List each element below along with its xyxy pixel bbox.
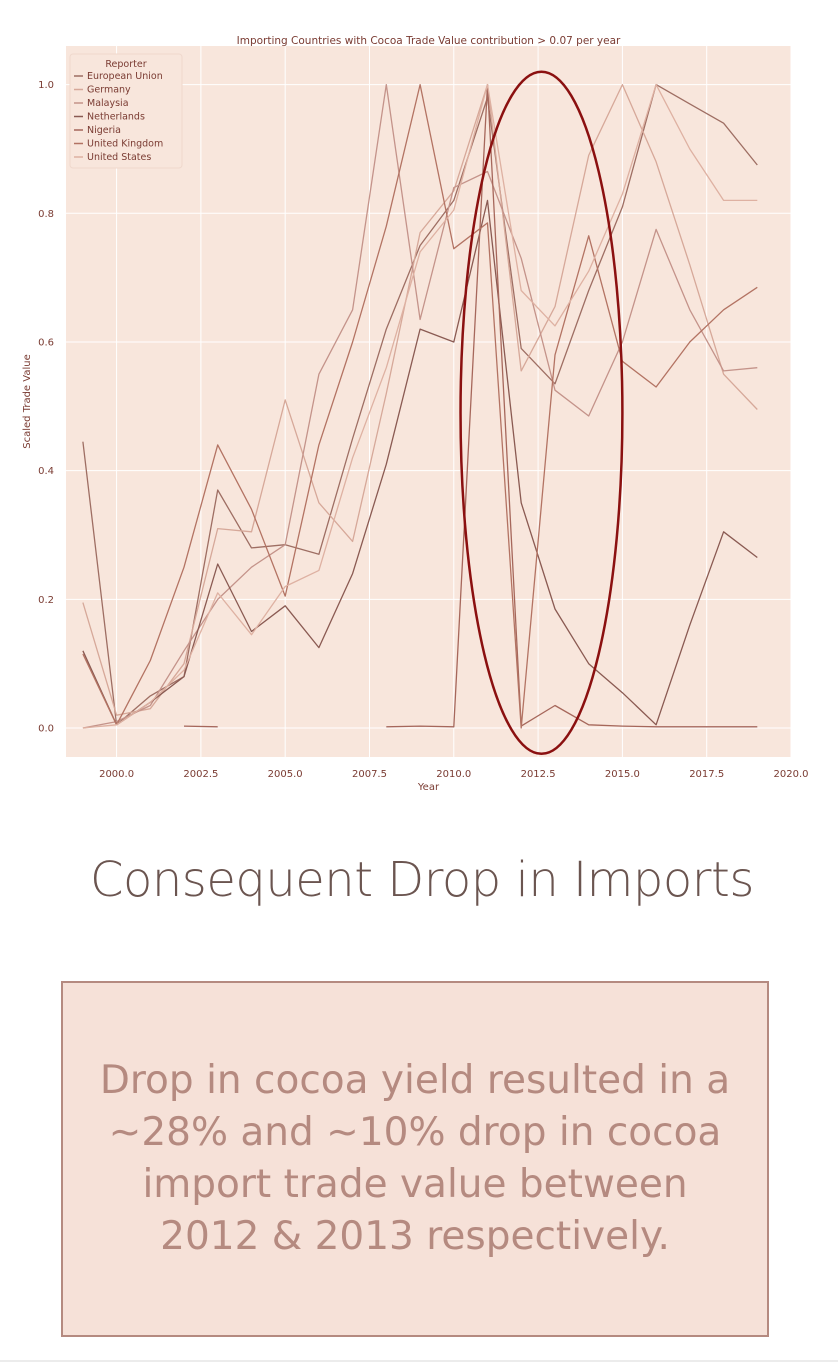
legend-box	[69, 53, 183, 169]
line-chart: 2000.0 2002.5 2005.0 2007.5 2010.0 2012.5 2015…	[22, 35, 809, 793]
legend-item: Malaysia	[87, 98, 129, 109]
legend-item: Germany	[87, 85, 131, 96]
legend-item: Netherlands	[87, 112, 145, 123]
series-line-nigeria	[183, 83, 758, 728]
y-tick-label: 0.6	[38, 337, 54, 348]
chart-title: Importing Countries with Cocoa Trade Val…	[237, 35, 621, 47]
x-tick-label: 2000.0	[99, 769, 134, 780]
x-tick-label: 2020.0	[774, 769, 809, 780]
x-tick-label: 2017.5	[689, 769, 724, 780]
x-tick-label: 2005.0	[268, 769, 303, 780]
y-axis-title: Scaled Trade Value	[22, 354, 33, 448]
note-box: Drop in cocoa yield resulted in a ~28% a…	[61, 981, 769, 1337]
highlight-ellipse	[459, 70, 624, 756]
x-tick-label: 2002.5	[183, 769, 218, 780]
tick-labels: 2000.0 2002.5 2005.0 2007.5 2010.0 2012.5 2015…	[38, 80, 808, 780]
x-tick-label: 2015.0	[605, 769, 640, 780]
y-tick-label: 1.0	[38, 80, 54, 91]
series-line-netherlands	[82, 199, 758, 726]
x-axis-title: Year	[417, 782, 440, 793]
section-heading: Consequent Drop in Imports	[90, 852, 754, 908]
series-line-malaysia	[82, 83, 758, 729]
y-tick-label: 0.4	[38, 466, 54, 477]
legend-item: United Kingdom	[87, 139, 163, 150]
x-tick-label: 2007.5	[352, 769, 387, 780]
series-line-germany	[82, 83, 758, 716]
legend-item: United States	[87, 152, 151, 163]
legend-item: Nigeria	[87, 125, 121, 136]
x-tick-label: 2010.0	[436, 769, 471, 780]
series-line-united-states	[82, 83, 758, 729]
x-tick-label: 2012.5	[521, 769, 556, 780]
legend: Reporter European Union Germany Malaysia Ne…	[69, 53, 183, 169]
divider	[0, 1360, 838, 1362]
note-text: Drop in cocoa yield resulted in a ~28% a…	[99, 1058, 731, 1259]
y-tick-label: 0.2	[38, 595, 54, 606]
series-line-united-kingdom	[82, 83, 758, 729]
plot-background	[66, 46, 791, 757]
series-lines	[82, 83, 758, 729]
legend-title: Reporter	[105, 59, 146, 70]
legend-item: European Union	[87, 71, 163, 82]
series-line-european-union	[82, 83, 758, 726]
y-tick-label: 0.8	[38, 209, 54, 220]
grid-lines	[66, 46, 792, 757]
y-tick-label: 0.0	[38, 724, 54, 735]
chart-canvas: 2000.0 2002.5 2005.0 2007.5 2010.0 2012.5 2015…	[22, 35, 809, 793]
